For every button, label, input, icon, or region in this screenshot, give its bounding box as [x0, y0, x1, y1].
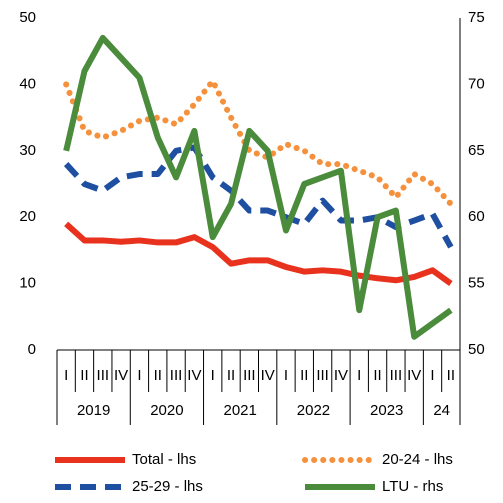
- legend-label: LTU - rhs: [382, 478, 443, 495]
- x-tick-label: III: [316, 367, 329, 384]
- y2-tick-label: 75: [468, 9, 485, 26]
- y2-tick-label: 65: [468, 142, 485, 159]
- x-tick-label: I: [357, 367, 361, 384]
- series-line: [63, 78, 454, 207]
- series-line: [63, 144, 454, 249]
- x-tick-label: II: [447, 367, 455, 384]
- x-tick-label: IV: [114, 367, 128, 384]
- x-tick-label: III: [97, 367, 110, 384]
- x-tick-label: II: [80, 367, 88, 384]
- x-tick-label: I: [284, 367, 288, 384]
- x-tick-label: I: [64, 367, 68, 384]
- x-tick-label: I: [137, 367, 141, 384]
- legend-label: Total - lhs: [132, 451, 196, 468]
- x-tick-label: II: [227, 367, 235, 384]
- y-tick-label: 0: [28, 341, 36, 358]
- group-label: 24: [433, 402, 450, 419]
- y2-tick-label: 55: [468, 275, 485, 292]
- x-tick-label: III: [243, 367, 256, 384]
- x-tick-label: IV: [407, 367, 421, 384]
- y-tick-label: 10: [19, 275, 36, 292]
- legend-label: 25-29 - lhs: [132, 478, 203, 495]
- x-tick-label: II: [300, 367, 308, 384]
- x-tick-label: IV: [187, 367, 201, 384]
- x-tick-label: II: [373, 367, 381, 384]
- y-tick-label: 50: [19, 9, 36, 26]
- series-line: [63, 34, 453, 340]
- y2-tick-label: 70: [468, 75, 485, 92]
- x-tick-label: IV: [261, 367, 275, 384]
- group-label: 2020: [150, 402, 183, 419]
- group-label: 2022: [297, 402, 330, 419]
- y2-tick-label: 50: [468, 341, 485, 358]
- x-tick-label: III: [390, 367, 403, 384]
- y-tick-label: 40: [19, 75, 36, 92]
- x-tick-label: II: [154, 367, 162, 384]
- x-tick-label: IV: [334, 367, 348, 384]
- series-line: [64, 221, 453, 287]
- x-tick-label: I: [211, 367, 215, 384]
- x-tick-label: III: [170, 367, 183, 384]
- legend-label: 20-24 - lhs: [382, 451, 453, 468]
- y-tick-label: 30: [19, 142, 36, 159]
- y2-tick-label: 60: [468, 208, 485, 225]
- group-label: 2021: [223, 402, 256, 419]
- group-label: 2019: [77, 402, 110, 419]
- group-label: 2023: [370, 402, 403, 419]
- y-tick-label: 20: [19, 208, 36, 225]
- x-tick-label: I: [430, 367, 434, 384]
